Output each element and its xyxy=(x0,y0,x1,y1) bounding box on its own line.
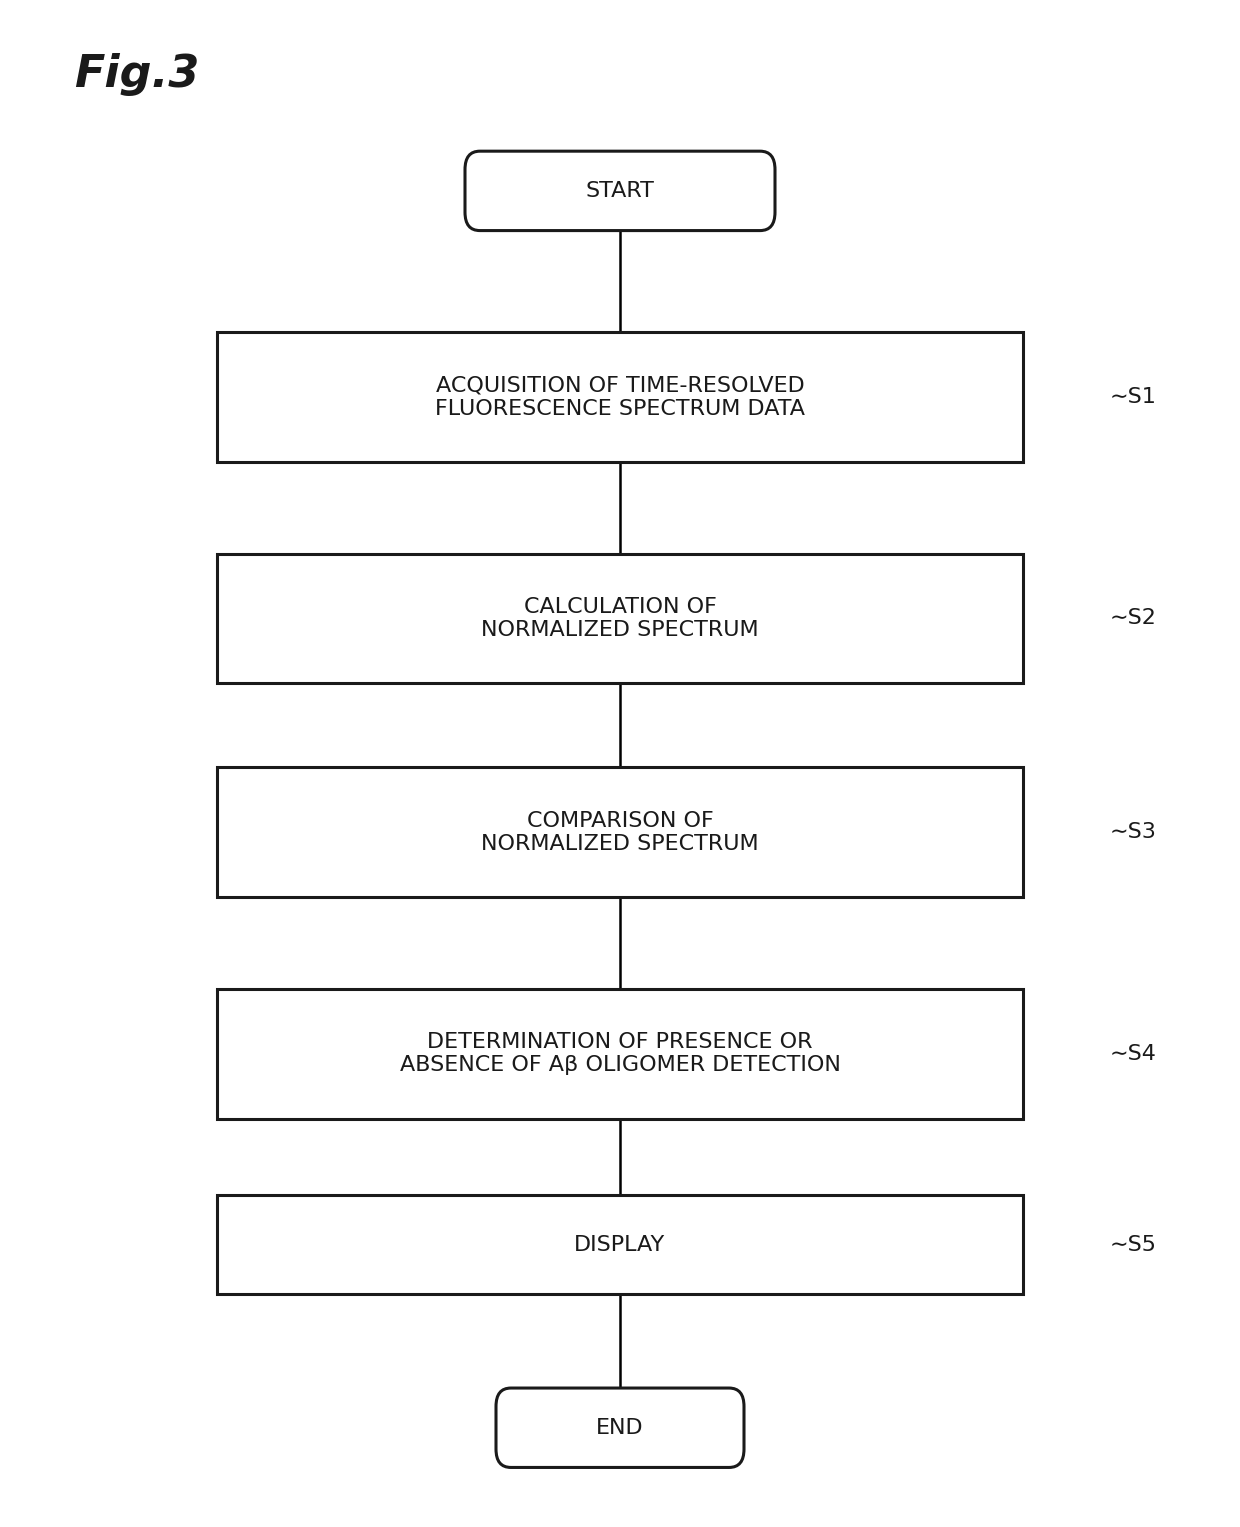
Text: ∼S2: ∼S2 xyxy=(1110,608,1157,629)
Text: ACQUISITION OF TIME-RESOLVED
FLUORESCENCE SPECTRUM DATA: ACQUISITION OF TIME-RESOLVED FLUORESCENC… xyxy=(435,376,805,418)
Text: CALCULATION OF
NORMALIZED SPECTRUM: CALCULATION OF NORMALIZED SPECTRUM xyxy=(481,597,759,640)
Text: ∼S3: ∼S3 xyxy=(1110,822,1157,843)
Bar xyxy=(217,1194,1023,1295)
Text: ∼S4: ∼S4 xyxy=(1110,1043,1157,1064)
FancyBboxPatch shape xyxy=(465,151,775,231)
Text: ∼S1: ∼S1 xyxy=(1110,386,1157,408)
Text: END: END xyxy=(596,1417,644,1438)
Text: DISPLAY: DISPLAY xyxy=(574,1234,666,1255)
Text: ∼S5: ∼S5 xyxy=(1110,1234,1157,1255)
Text: DETERMINATION OF PRESENCE OR
ABSENCE OF Aβ OLIGOMER DETECTION: DETERMINATION OF PRESENCE OR ABSENCE OF … xyxy=(399,1032,841,1075)
Text: COMPARISON OF
NORMALIZED SPECTRUM: COMPARISON OF NORMALIZED SPECTRUM xyxy=(481,811,759,854)
Bar xyxy=(217,554,1023,684)
Bar xyxy=(217,767,1023,896)
Bar xyxy=(217,989,1023,1118)
Bar xyxy=(217,331,1023,461)
FancyBboxPatch shape xyxy=(496,1388,744,1467)
Text: Fig.3: Fig.3 xyxy=(74,53,200,96)
Text: START: START xyxy=(585,180,655,202)
